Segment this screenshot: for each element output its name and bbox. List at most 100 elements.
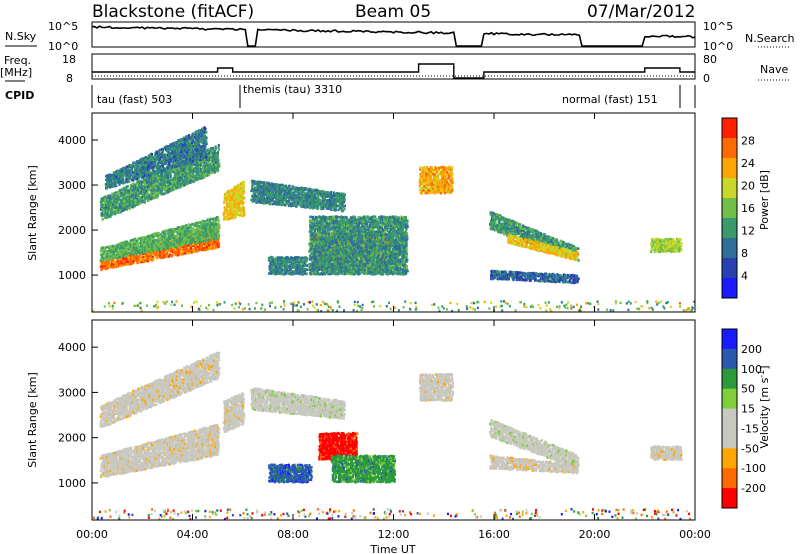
- range-gate-cell: [200, 176, 203, 180]
- range-gate-cell: [177, 226, 180, 229]
- range-gate-cell: [127, 167, 130, 171]
- range-gate-cell: [183, 169, 186, 173]
- range-gate-cell: [265, 185, 268, 189]
- range-gate-cell: [185, 143, 188, 147]
- range-gate-cell: [152, 194, 155, 197]
- range-gate-cell: [128, 262, 131, 266]
- range-gate-cell: [148, 164, 151, 168]
- range-gate-cell: [154, 173, 157, 177]
- range-gate-cell: [156, 193, 159, 197]
- range-gate-cell: [105, 187, 108, 190]
- range-gate-cell: [132, 246, 135, 250]
- range-gate-cell: [157, 150, 161, 154]
- range-gate-cell: [252, 196, 255, 199]
- range-gate-cell: [224, 198, 227, 201]
- range-gate-cell: [115, 205, 119, 208]
- range-gate-cell: [321, 192, 324, 195]
- range-gate-cell: [212, 227, 215, 230]
- range-gate-cell: [196, 160, 199, 163]
- range-gate-cell: [188, 230, 191, 233]
- range-gate-cell: [109, 199, 112, 203]
- range-gate-cell: [158, 245, 162, 248]
- range-gate-cell: [258, 184, 261, 188]
- range-gate-cell: [139, 256, 142, 259]
- range-gate-cell: [209, 247, 212, 250]
- range-gate-cell: [236, 185, 239, 188]
- range-gate-cell: [255, 199, 258, 202]
- range-gate-cell: [125, 243, 129, 247]
- range-gate-cell: [159, 251, 162, 254]
- range-gate-cell: [139, 179, 143, 183]
- range-gate-cell: [148, 241, 151, 244]
- range-gate-cell: [209, 170, 212, 174]
- range-gate-cell: [272, 270, 275, 273]
- range-gate-cell: [143, 189, 146, 192]
- range-gate-cell: [181, 182, 184, 185]
- range-gate-cell: [153, 235, 156, 238]
- range-gate-cell: [156, 253, 159, 256]
- range-gate-cell: [189, 147, 193, 151]
- range-gate-cell: [233, 194, 236, 197]
- range-gate-cell: [276, 268, 279, 272]
- range-gate-cell: [176, 150, 179, 153]
- range-gate-cell: [104, 215, 107, 219]
- range-gate-cell: [209, 154, 212, 157]
- range-gate-cell: [187, 159, 190, 162]
- range-gate-cell: [339, 207, 342, 210]
- range-gate-cell: [242, 210, 245, 214]
- range-gate-cell: [185, 149, 188, 153]
- range-gate-cell: [195, 236, 198, 240]
- range-gate-cell: [188, 225, 191, 229]
- range-gate-cell: [318, 191, 322, 195]
- range-gate-cell: [216, 243, 219, 246]
- range-gate-cell: [190, 164, 193, 168]
- range-gate-cell: [162, 256, 165, 259]
- range-gate-cell: [130, 168, 134, 172]
- range-gate-cell: [331, 206, 334, 209]
- range-gate-cell: [114, 246, 117, 249]
- range-gate-cell: [129, 247, 132, 250]
- range-gate-cell: [207, 241, 210, 245]
- range-gate-cell: [189, 233, 193, 237]
- range-gate-cell: [232, 217, 235, 220]
- range-gate-cell: [327, 206, 330, 209]
- range-gate-cell: [147, 248, 150, 251]
- range-gate-cell: [280, 266, 283, 270]
- range-gate-cell: [117, 243, 120, 246]
- range-gate-cell: [200, 242, 203, 245]
- range-gate-cell: [194, 235, 197, 238]
- range-gate-cell: [146, 192, 149, 196]
- range-gate-cell: [182, 146, 185, 149]
- range-gate-cell: [200, 248, 204, 252]
- range-gate-cell: [214, 230, 217, 233]
- range-gate-cell: [211, 223, 214, 227]
- range-gate-cell: [141, 187, 144, 191]
- range-gate-cell: [309, 188, 312, 192]
- range-gate-cell: [229, 207, 232, 211]
- range-gate-cell: [182, 150, 185, 154]
- range-gate-cell: [174, 167, 177, 171]
- range-gate-cell: [157, 246, 160, 250]
- range-gate-cell: [224, 193, 227, 196]
- range-gate-cell: [164, 229, 167, 233]
- range-gate-cell: [131, 261, 134, 265]
- range-gate-cell: [171, 253, 174, 257]
- range-gate-cell: [150, 197, 153, 201]
- range-gate-cell: [332, 192, 335, 195]
- range-gate-cell: [102, 246, 105, 249]
- range-gate-cell: [120, 259, 123, 262]
- range-gate-cell: [108, 196, 111, 200]
- range-gate-cell: [125, 246, 128, 250]
- range-gate-cell: [133, 253, 136, 257]
- range-gate-cell: [308, 190, 311, 194]
- range-gate-cell: [112, 253, 116, 256]
- range-gate-cell: [230, 195, 234, 199]
- range-gate-cell: [319, 198, 322, 202]
- range-gate-cell: [240, 191, 243, 195]
- range-gate-cell: [156, 150, 159, 154]
- range-gate-cell: [133, 190, 136, 194]
- range-gate-cell: [178, 230, 181, 233]
- range-gate-cell: [145, 247, 148, 250]
- range-gate-cell: [226, 197, 229, 200]
- range-gate-cell: [284, 265, 287, 269]
